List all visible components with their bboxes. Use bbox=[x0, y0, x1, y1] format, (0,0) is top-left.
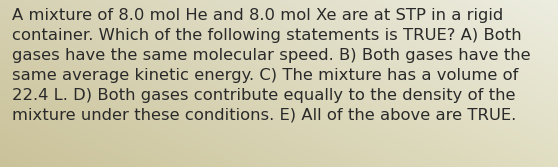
Text: A mixture of 8.0 mol He and 8.0 mol Xe are at STP in a rigid
container. Which of: A mixture of 8.0 mol He and 8.0 mol Xe a… bbox=[12, 8, 531, 123]
